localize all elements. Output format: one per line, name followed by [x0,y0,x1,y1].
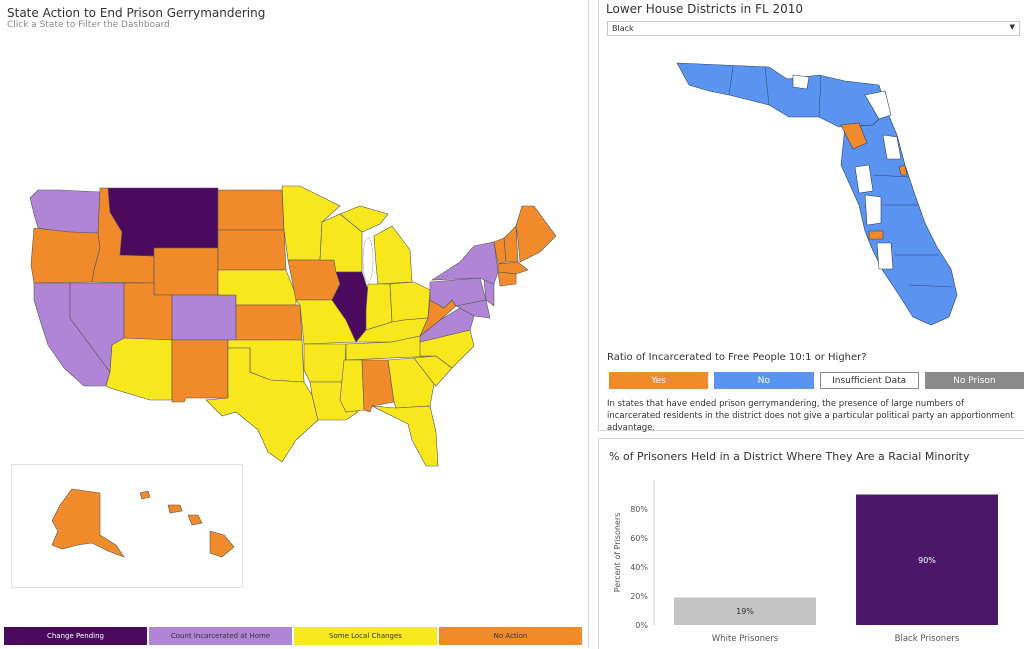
state-co[interactable] [171,294,237,341]
fl-district-insufficient-3[interactable] [854,164,874,194]
state-hi-1[interactable] [139,490,151,500]
bar-value-label: 19% [736,607,754,616]
state-pa[interactable] [429,277,487,309]
ratio-filter-buttons: Yes No Insufficient Data No Prison [609,372,1024,389]
chart-title: % of Prisoners Held in a District Where … [609,450,970,463]
y-tick-label: 20% [630,592,648,601]
state-sc[interactable] [413,355,453,387]
state-hi-3[interactable] [187,514,203,526]
state-sd[interactable] [217,229,287,271]
alaska-hawaii-inset [11,464,243,588]
fl-district-insufficient-5[interactable] [876,242,894,270]
florida-district-map[interactable] [669,55,969,335]
fl-district-peninsula[interactable] [840,110,958,326]
x-category-label: White Prisoners [712,634,779,644]
state-ak[interactable] [51,488,125,558]
state-mt[interactable] [107,187,219,257]
fl-district-line-3 [818,74,822,118]
ratio-button[interactable]: No Prison [924,372,1024,389]
state-ms[interactable] [339,359,365,413]
bars: 19% White Prisoners 90% Black Prisoners [674,494,998,644]
state-ks[interactable] [235,304,303,341]
prisoner-bar-chart[interactable]: 0% 20% 40% 60% 80% Percent of Prisoners 19% Wh… [598,470,1024,648]
bar[interactable] [856,494,998,626]
fl-district-insufficient-2[interactable] [882,134,902,160]
ratio-button[interactable]: Insufficient Data [819,372,919,389]
state-wa[interactable] [29,189,101,234]
lake-michigan [362,237,374,283]
fl-district-yes-1[interactable] [840,122,868,150]
state-me[interactable] [515,205,557,263]
fl-district-line-4 [872,174,910,178]
fl-district-yes-2[interactable] [868,230,884,240]
us-map-panel: State Action to End Prison Gerrymanderin… [0,0,589,648]
y-tick-label: 40% [630,563,648,572]
inset-map[interactable] [12,465,242,587]
status-legend: Change Pending Count Incarcerated at Home… [3,626,583,646]
state-az[interactable] [105,337,173,401]
y-tick-label: 80% [630,505,648,514]
legend-item[interactable]: Change Pending [3,626,148,646]
y-tick-label: 0% [635,621,648,630]
fl-district-insufficient-1[interactable] [864,90,892,120]
state-md[interactable] [455,299,491,319]
map-subtitle: Click a State to Filter the Dashboard [7,20,170,30]
bar-value-label: 90% [918,556,936,565]
y-tick-label: 60% [630,534,648,543]
state-nh[interactable] [503,225,519,263]
state-fl[interactable] [371,405,439,467]
bar[interactable] [674,597,816,625]
fl-district-line-2 [764,66,770,106]
state-wy[interactable] [153,247,219,296]
y-axis: 0% 20% 40% 60% 80% Percent of Prisoners [613,480,655,630]
y-axis-label: Percent of Prisoners [613,513,622,593]
state-tx[interactable] [205,347,319,463]
race-dropdown[interactable]: Black ▼ [607,21,1020,36]
state-oh[interactable] [389,281,431,323]
chevron-down-icon: ▼ [1009,23,1015,31]
race-dropdown-value: Black [612,24,634,33]
state-ia[interactable] [287,259,341,301]
florida-districts-panel: Lower House Districts in FL 2010 Ratio o… [598,0,1024,433]
us-map[interactable] [0,0,588,470]
legend-item[interactable]: No Action [438,626,583,646]
fl-district-yes-3[interactable] [898,164,908,176]
state-mi[interactable] [373,225,413,285]
legend-item[interactable]: Some Local Changes [293,626,438,646]
state-ct[interactable] [497,271,517,287]
state-ar[interactable] [303,343,347,383]
state-hi-2[interactable] [167,504,183,514]
state-ma[interactable] [497,261,529,275]
state-or[interactable] [30,227,101,284]
ratio-button[interactable]: Yes [609,372,709,389]
districts-title: Lower House Districts in FL 2010 [606,2,804,16]
ratio-button[interactable]: No [714,372,814,389]
x-category-label: Black Prisoners [895,634,960,644]
legend-item[interactable]: Count Incarcerated at Home [148,626,293,646]
map-title: State Action to End Prison Gerrymanderin… [7,6,266,20]
fl-district-line-1 [728,66,734,96]
state-nd[interactable] [217,189,285,231]
state-ny[interactable] [430,241,499,285]
state-mi-upper[interactable] [339,205,389,233]
fl-district-panhandle[interactable] [676,62,888,128]
fl-district-insufficient-4[interactable] [864,194,882,226]
fl-district-line-7 [908,284,954,288]
ratio-question: Ratio of Incarcerated to Free People 10:… [607,352,867,363]
state-hi-4[interactable] [209,530,235,558]
state-nm[interactable] [171,339,229,403]
fl-district-insufficient-6[interactable] [792,74,810,90]
apportionment-note: In states that have ended prison gerryma… [607,399,1014,433]
